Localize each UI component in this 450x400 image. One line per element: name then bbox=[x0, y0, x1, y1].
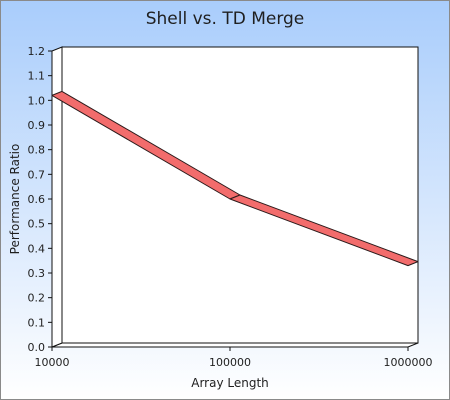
y-tick-label: 0.1 bbox=[28, 316, 46, 329]
x-tick-label: 10000 bbox=[35, 356, 70, 369]
y-axis-ticks: 0.0 0.1 0.2 0.3 0.4 0.5 0.6 0.7 0.8 0.9 1.0 1.1 1.2 bbox=[28, 45, 52, 354]
x-tick-label: 100000 bbox=[209, 356, 251, 369]
chart-title: Shell vs. TD Merge bbox=[146, 9, 305, 29]
series-group bbox=[51, 90, 419, 267]
y-tick-label: 0.7 bbox=[28, 168, 46, 181]
y-tick-label: 0.2 bbox=[28, 292, 46, 305]
y-tick-label: 0.6 bbox=[28, 193, 46, 206]
y-tick-label: 0.8 bbox=[28, 144, 46, 157]
y-tick-label: 0.0 bbox=[28, 341, 46, 354]
x-axis-ticks: 10000 100000 1000000 bbox=[35, 347, 433, 369]
y-tick-label: 0.3 bbox=[28, 267, 46, 280]
y-tick-label: 0.9 bbox=[28, 119, 46, 132]
y-tick-label: 0.4 bbox=[28, 242, 46, 255]
y-tick-label: 1.1 bbox=[28, 70, 46, 83]
x-axis-title: Array Length bbox=[191, 376, 269, 390]
x-tick-label: 1000000 bbox=[384, 356, 433, 369]
y-tick-label: 1.2 bbox=[28, 45, 46, 58]
y-tick-label: 0.5 bbox=[28, 218, 46, 231]
series-ribbon-segment bbox=[229, 194, 419, 267]
y-axis-title: Performance Ratio bbox=[8, 144, 22, 255]
y-tick-label: 1.0 bbox=[28, 94, 46, 107]
plot-floor bbox=[51, 342, 419, 348]
